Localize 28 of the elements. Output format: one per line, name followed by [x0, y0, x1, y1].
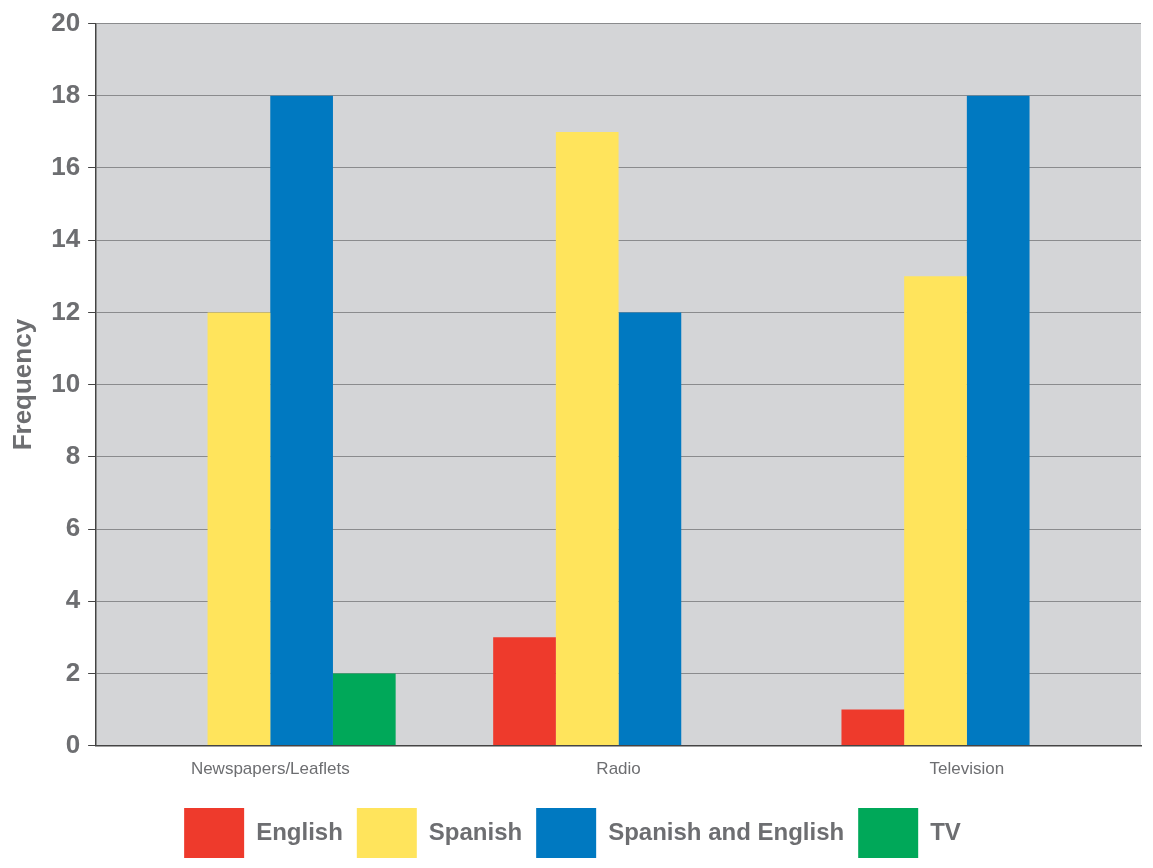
- legend-label: English: [256, 817, 343, 845]
- bar: [270, 95, 333, 746]
- x-tick-label: Newspapers/Leaflets: [190, 759, 350, 779]
- x-tick-label: Television: [929, 759, 1005, 779]
- legend-label: TV: [930, 817, 961, 845]
- y-tick-label: 6: [65, 512, 81, 543]
- y-tick-label: 10: [51, 367, 81, 398]
- legend-label: Spanish and English: [608, 817, 845, 845]
- y-tick-label: 14: [51, 223, 81, 254]
- bar: [618, 312, 682, 746]
- x-tick-label: Radio: [596, 759, 641, 779]
- bar: [493, 637, 556, 746]
- bar: [841, 709, 905, 746]
- y-tick-label: 0: [65, 728, 81, 759]
- bar: [904, 276, 967, 746]
- y-tick-label: 2: [65, 656, 81, 687]
- y-tick-label: 8: [65, 439, 81, 470]
- bar: [555, 131, 619, 746]
- bar: [966, 95, 1030, 746]
- bar: [332, 673, 396, 746]
- y-tick-label: 20: [51, 6, 81, 37]
- y-tick-label: 16: [51, 151, 81, 182]
- bar: [207, 312, 271, 746]
- legend-label: Spanish: [428, 817, 523, 845]
- y-tick-label: 4: [65, 584, 81, 615]
- y-tick-label: 18: [51, 78, 81, 109]
- y-tick-label: 12: [51, 295, 81, 326]
- y-axis-title: Frequency: [6, 318, 37, 451]
